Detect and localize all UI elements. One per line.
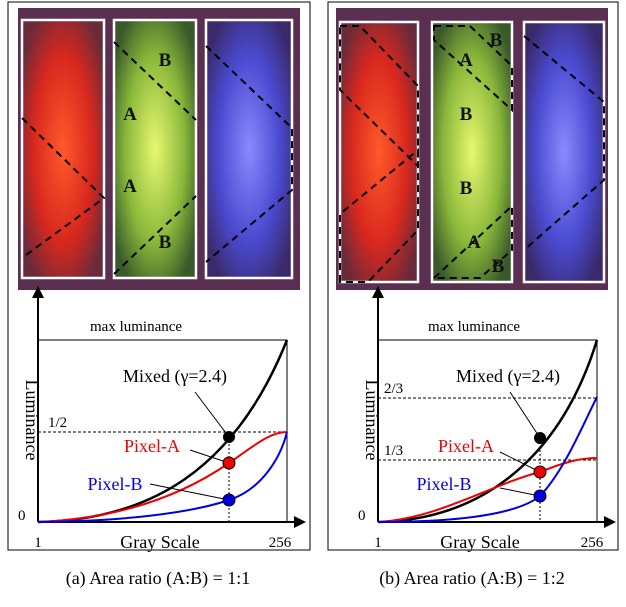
region-label: A xyxy=(123,176,137,197)
region-label: B xyxy=(159,50,172,71)
curve-label: Pixel-B xyxy=(416,474,471,494)
x-end-label: 256 xyxy=(269,535,292,551)
x-axis-label: Gray Scale xyxy=(440,532,519,552)
panel-frame xyxy=(7,1,311,551)
region-label: A xyxy=(123,104,137,125)
plot: max luminance Luminance 2/3 1/3 0 1 256 … xyxy=(358,286,616,552)
curve-label: Mixed (γ=2.4) xyxy=(456,366,560,387)
region-label: B xyxy=(490,30,503,51)
curve-label: Pixel-B xyxy=(87,474,142,494)
plot: max luminance Luminance 1/2 0 1 256 Gray… xyxy=(18,286,306,552)
axis-top-label: max luminance xyxy=(90,319,182,335)
level-label: 1/3 xyxy=(384,443,403,459)
region-label: A xyxy=(467,232,481,253)
photo: B A B B A B xyxy=(336,8,608,290)
y-origin-label: 0 xyxy=(18,508,26,524)
curve-label: Mixed (γ=2.4) xyxy=(123,366,227,387)
region-label: B xyxy=(159,232,172,253)
y-axis-label: Luminance xyxy=(362,380,382,461)
x-start-label: 1 xyxy=(34,535,42,551)
y-axis-label: Luminance xyxy=(22,380,42,461)
y-origin-label: 0 xyxy=(358,508,366,524)
region-label: B xyxy=(460,178,473,199)
region-label: A xyxy=(459,50,473,71)
caption: (b) Area ratio (A:B) = 1:2 xyxy=(379,568,565,589)
curve-label: Pixel-A xyxy=(124,436,180,456)
caption: (a) Area ratio (A:B) = 1:1 xyxy=(66,568,251,589)
x-end-label: 256 xyxy=(581,535,604,551)
panel-frame xyxy=(327,1,619,551)
level-label: 2/3 xyxy=(384,381,403,397)
x-start-label: 1 xyxy=(374,535,382,551)
axis-top-label: max luminance xyxy=(428,319,520,335)
x-axis-label: Gray Scale xyxy=(120,532,199,552)
photo: B A A B xyxy=(18,8,300,290)
region-label: B xyxy=(460,104,473,125)
region-label: B xyxy=(492,256,505,277)
level-label: 1/2 xyxy=(48,415,67,431)
curve-label: Pixel-A xyxy=(438,436,494,456)
